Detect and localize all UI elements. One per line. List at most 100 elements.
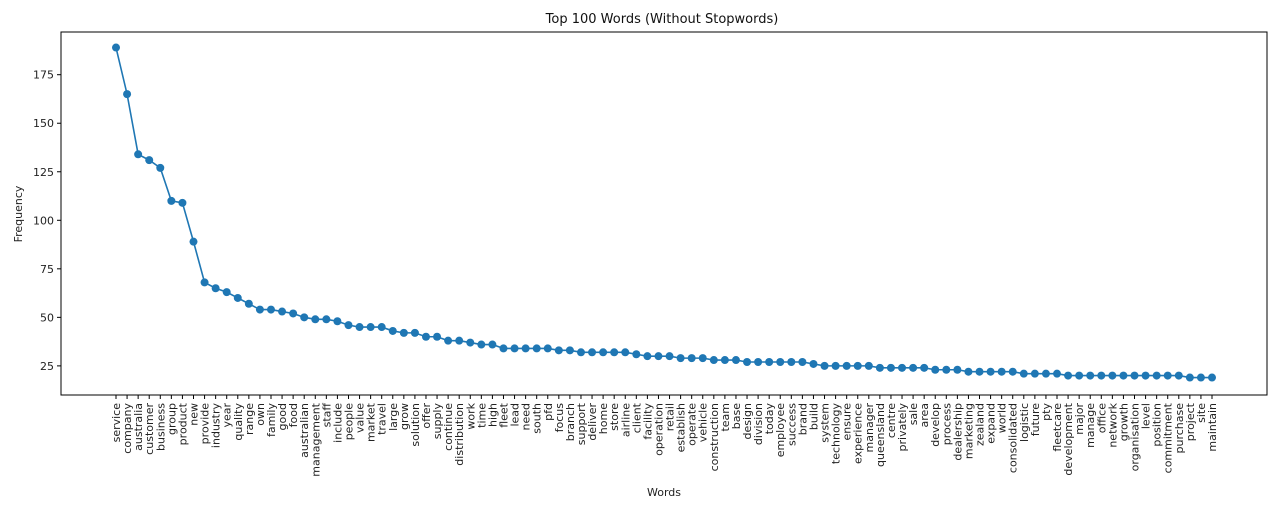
x-tick-label: purchase [1173, 403, 1186, 454]
x-tick-label: australian [298, 403, 311, 458]
x-tick-label: success [785, 403, 798, 446]
data-point [720, 356, 729, 365]
data-point [244, 299, 253, 308]
x-tick-label: management [309, 402, 322, 476]
x-tick-label: development [1062, 402, 1075, 475]
x-tick-label: facility [641, 403, 654, 440]
x-tick-label: provide [199, 403, 212, 445]
data-point [233, 293, 242, 302]
x-tick-label: market [365, 402, 378, 442]
x-tick-label: base [730, 403, 743, 429]
data-point [466, 338, 475, 347]
x-tick-label: deliver [586, 403, 599, 441]
x-tick-label: brand [796, 403, 809, 435]
x-tick-label: technology [830, 403, 843, 465]
x-tick-label: design [741, 403, 754, 440]
data-point [776, 358, 785, 366]
y-tick-label: 125 [33, 166, 54, 179]
data-point [599, 348, 608, 357]
x-tick-label: industry [210, 403, 223, 449]
y-tick-label: 25 [40, 360, 54, 373]
data-point [853, 361, 862, 370]
data-point [588, 348, 597, 357]
data-point [997, 367, 1006, 376]
data-point [1008, 367, 1017, 376]
y-tick-label: 175 [33, 69, 54, 82]
data-point [931, 365, 940, 374]
x-tick-label: need [520, 403, 533, 431]
data-point [787, 358, 796, 366]
x-tick-label: team [719, 403, 732, 432]
x-tick-label: support [575, 402, 588, 445]
data-point [898, 363, 907, 372]
x-tick-label: future [1029, 403, 1042, 436]
x-tick-label: zealand [974, 403, 987, 446]
x-tick-label: work [464, 402, 477, 429]
data-point [765, 358, 774, 366]
x-tick-label: pfd [542, 403, 555, 421]
x-tick-label: process [940, 403, 953, 446]
x-tick-label: distribution [453, 403, 466, 466]
x-tick-label: good [276, 403, 289, 430]
data-point [410, 328, 419, 337]
x-tick-label: own [254, 403, 267, 426]
x-tick-label: maintain [1206, 403, 1219, 452]
data-point [521, 344, 530, 353]
x-tick-label: retail [664, 403, 677, 431]
data-point [986, 367, 995, 376]
x-tick-label: experience [852, 403, 865, 464]
data-point [875, 363, 884, 372]
data-point [388, 326, 397, 335]
x-tick-label: product [176, 402, 189, 445]
x-tick-label: high [486, 403, 499, 427]
data-point [543, 344, 552, 353]
data-point [1196, 373, 1205, 382]
data-point [909, 363, 918, 372]
x-tick-label: focus [553, 403, 566, 433]
data-point [421, 332, 430, 341]
y-tick-label: 100 [33, 214, 54, 227]
x-axis-title: Words [647, 486, 681, 499]
x-tick-label: system [819, 403, 832, 443]
x-tick-label: ensure [841, 403, 854, 441]
data-point [444, 336, 453, 345]
data-point [211, 284, 220, 293]
x-tick-label: quality [232, 403, 245, 441]
data-point [366, 323, 375, 332]
x-tick-label: service [110, 403, 123, 443]
x-tick-label: australia [132, 403, 145, 451]
x-tick-label: construction [708, 403, 721, 471]
x-tick-label: fleetcare [1051, 403, 1064, 452]
x-tick-label: vehicle [697, 403, 710, 442]
data-point [167, 196, 176, 205]
plot-area [60, 31, 1268, 396]
data-point [842, 361, 851, 370]
x-tick-label: large [387, 403, 400, 431]
data-point [643, 352, 652, 361]
data-point [532, 344, 541, 353]
data-point [1075, 371, 1084, 380]
data-point [488, 340, 497, 349]
data-point [1130, 371, 1139, 380]
x-tick-label: develop [929, 403, 942, 447]
data-point [1086, 371, 1095, 380]
x-tick-label: home [597, 403, 610, 434]
x-tick-label: airline [619, 403, 632, 437]
data-point [975, 367, 984, 376]
data-point [300, 313, 309, 322]
data-point [1185, 373, 1194, 382]
data-point [455, 336, 464, 345]
x-tick-label: marketing [962, 403, 975, 459]
data-point [964, 367, 973, 376]
y-tick-label: 75 [40, 263, 54, 276]
x-tick-label: major [1073, 403, 1086, 435]
data-point [743, 358, 752, 366]
data-point [123, 90, 132, 99]
data-point [1097, 371, 1106, 380]
x-tick-label: expand [985, 403, 998, 444]
x-tick-label: family [265, 403, 278, 437]
data-point [1064, 371, 1073, 380]
x-tick-label: value [354, 403, 367, 433]
x-tick-label: operate [686, 403, 699, 446]
data-point [156, 163, 165, 172]
